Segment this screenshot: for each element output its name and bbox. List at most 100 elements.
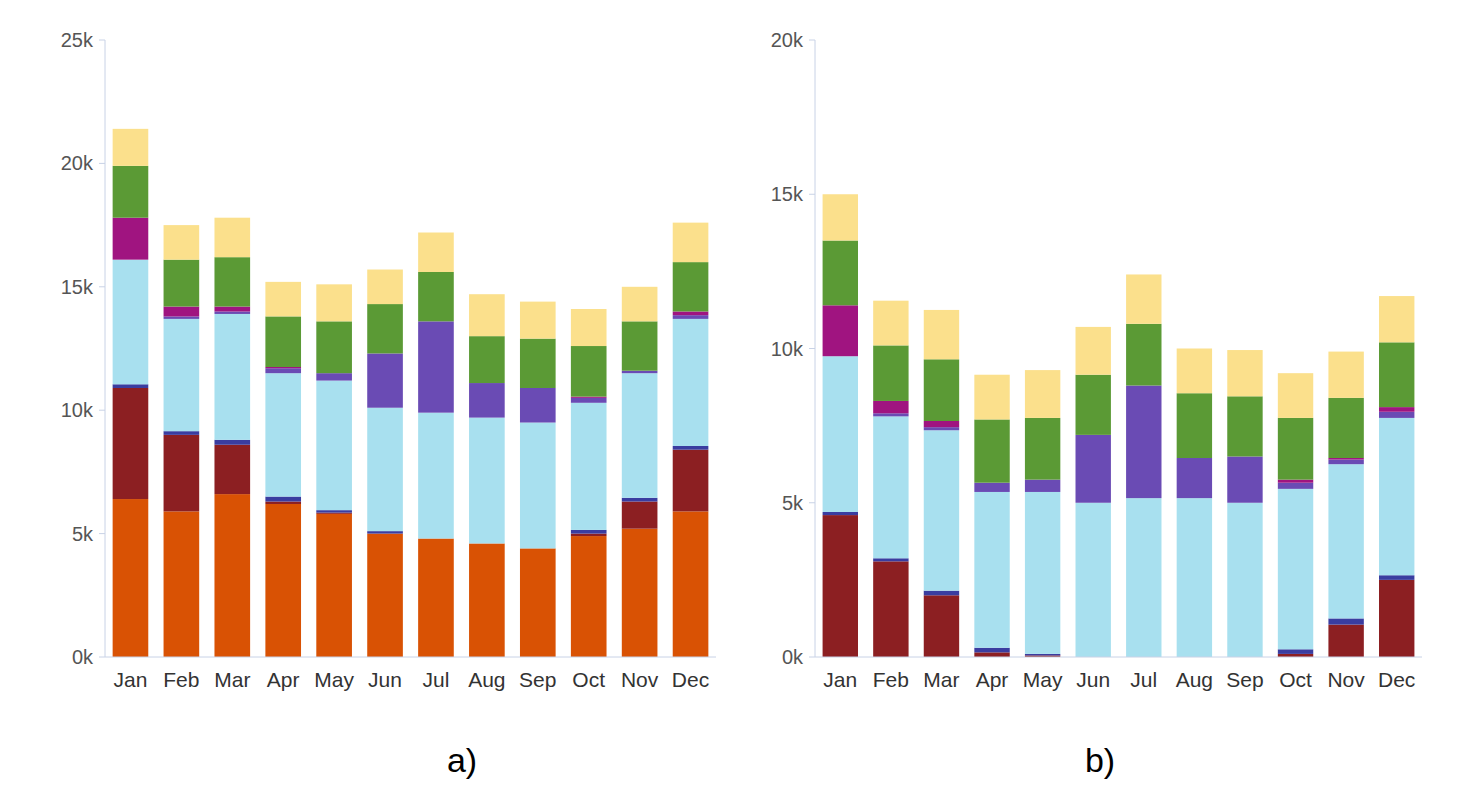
x-tick-label: Mar [923, 668, 959, 691]
bar-segment [113, 166, 149, 218]
x-tick-label: Jan [114, 668, 148, 691]
bar-segment [673, 319, 709, 446]
bar-segment [1278, 489, 1313, 649]
bar-segment [113, 260, 149, 385]
bar-segment [1126, 498, 1161, 657]
bar-segment [673, 262, 709, 311]
x-tick-label: Oct [572, 668, 605, 691]
bar-segment [214, 494, 250, 657]
x-tick-label: Dec [672, 668, 709, 691]
bar-segment [113, 499, 149, 657]
bar-segment [316, 510, 352, 512]
bar-segment [214, 311, 250, 313]
bar-segment [1278, 480, 1313, 483]
y-tick [99, 533, 105, 534]
bar-segment [1177, 393, 1212, 458]
bar-segment [571, 309, 607, 346]
chart: 0k5k10k15k20k25kJanFebMarAprMayJunJulAug… [61, 29, 716, 779]
bar-segment [164, 435, 200, 512]
bar-segment [1328, 618, 1363, 624]
bar-segment [1328, 458, 1363, 460]
bar-segment [873, 416, 908, 558]
bar-segment [316, 513, 352, 514]
bar-segment [214, 445, 250, 494]
bar-segment [1076, 375, 1111, 435]
bar-segment [571, 398, 607, 403]
x-tick-label: Apr [267, 668, 300, 691]
bar-segment [873, 561, 908, 657]
bar-segment [924, 421, 959, 427]
bar-segment [113, 218, 149, 260]
bar-segment [974, 419, 1009, 482]
bar-segment [924, 430, 959, 590]
bar-segment [823, 512, 858, 515]
bar-segment [571, 530, 607, 534]
y-tick-label: 15k [771, 183, 804, 205]
bar-segment [622, 498, 658, 502]
bar-segment [164, 307, 200, 317]
figure: 0k5k10k15k20k25kJanFebMarAprMayJunJulAug… [0, 0, 1462, 792]
bar-segment [1379, 575, 1414, 580]
bar-segment [924, 359, 959, 421]
bar-segment [873, 301, 908, 346]
bar-segment [571, 534, 607, 536]
bar-segment [265, 504, 301, 657]
bar-segment [367, 534, 403, 657]
y-tick-label: 0k [782, 646, 804, 668]
x-tick-label: Sep [1226, 668, 1263, 691]
bar-segment [1025, 654, 1060, 656]
bar-segment [418, 272, 454, 321]
bar-segment [265, 367, 301, 368]
bars [823, 194, 1415, 657]
bar-segment [1278, 483, 1313, 489]
bar-segment [1328, 464, 1363, 618]
bar-segment [1025, 370, 1060, 418]
bar-segment [265, 373, 301, 496]
bar-segment [622, 502, 658, 529]
y-tick [809, 502, 815, 503]
bar-segment [1379, 407, 1414, 412]
bar-segment [214, 307, 250, 312]
bar-segment [823, 356, 858, 512]
bar-segment [1076, 503, 1111, 657]
bar-segment [673, 446, 709, 450]
bar-segment [265, 316, 301, 367]
bar-segment [924, 427, 959, 430]
y-tick [99, 286, 105, 287]
bar-segment [974, 492, 1009, 648]
bar-segment [622, 287, 658, 322]
y-tick [809, 194, 815, 195]
x-tick-label: Aug [1176, 668, 1213, 691]
x-tick-label: Feb [163, 668, 199, 691]
y-tick-label: 10k [771, 338, 804, 360]
bar-segment [113, 384, 149, 388]
bar-segment [571, 403, 607, 530]
bar-segment [1076, 327, 1111, 375]
x-tick-label: Nov [621, 668, 659, 691]
y-tick-label: 15k [61, 276, 94, 298]
bar-segment [1328, 460, 1363, 465]
bar-segment [1278, 418, 1313, 480]
bar-segment [974, 648, 1009, 653]
x-axis [815, 657, 1422, 658]
bar-segment [113, 388, 149, 499]
y-tick-label: 5k [782, 492, 804, 514]
y-tick [99, 163, 105, 164]
bar-segment [622, 321, 658, 370]
bar-segment [469, 418, 505, 544]
bar-segment [823, 515, 858, 657]
bar-segment [367, 408, 403, 531]
bar-segment [823, 241, 858, 306]
bar-segment [873, 413, 908, 416]
bar-segment [673, 223, 709, 262]
bar-segment [164, 511, 200, 657]
bar-segment [974, 652, 1009, 657]
bar-segment [418, 321, 454, 412]
bar-segment [1227, 503, 1262, 657]
bar-segment [622, 529, 658, 657]
bar-segment [469, 383, 505, 418]
bar-segment [571, 536, 607, 657]
bar-segment [1379, 342, 1414, 407]
bar-segment [113, 129, 149, 166]
x-tick-label: Jan [823, 668, 857, 691]
